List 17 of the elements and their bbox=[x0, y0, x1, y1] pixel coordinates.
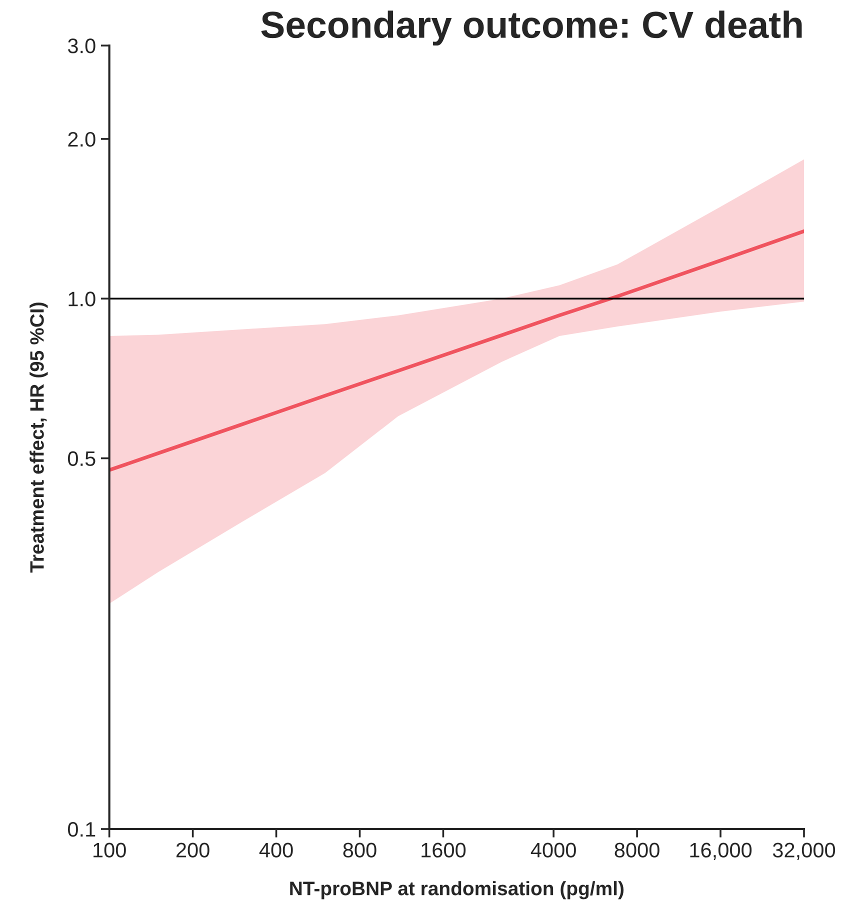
x-tick-label: 8000 bbox=[614, 842, 660, 858]
chart-title: Secondary outcome: CV death bbox=[261, 10, 802, 46]
y-tick-label: 2.0 bbox=[68, 132, 96, 147]
x-tick-label: 32,000 bbox=[772, 842, 836, 860]
x-tick-label: 200 bbox=[176, 842, 210, 858]
x-tick-label: 1600 bbox=[422, 842, 466, 858]
x-tick-label: 100 bbox=[94, 842, 126, 858]
y-tick-label: 3.0 bbox=[68, 38, 96, 54]
y-axis-title: Treatment effect, HR (95 %CI) bbox=[30, 302, 48, 573]
y-tick-label: 0.5 bbox=[68, 451, 96, 466]
y-tick-label: 1.0 bbox=[68, 292, 96, 306]
y-tick-label: 0.1 bbox=[68, 822, 96, 837]
x-tick-label: 16,000 bbox=[690, 842, 752, 860]
x-tick-label: 400 bbox=[259, 842, 293, 858]
x-tick-label: 800 bbox=[343, 842, 376, 858]
x-tick-label: 4000 bbox=[530, 842, 576, 858]
x-axis-title: NT-proBNP at randomisation (pg/ml) bbox=[290, 881, 624, 900]
